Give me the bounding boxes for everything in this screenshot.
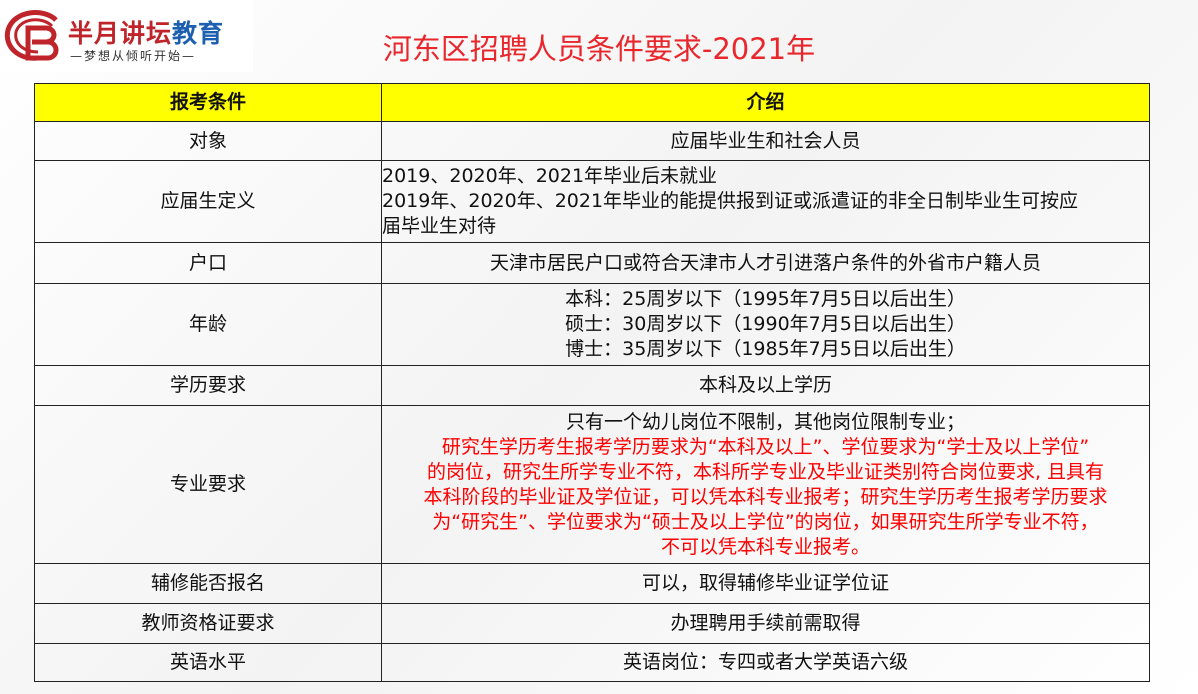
table-row: 学历要求 本科及以上学历 [34,365,1150,406]
logo-slogan: —梦想从倾听开始— [70,49,197,63]
description-cell: 本科：25周岁以下（1995年7月5日以后出生） 硕士：30周岁以下（1990年7… [381,283,1150,366]
description-cell: 2019、2020年、2021年毕业后未就业 2019年、2020年、2021年毕… [381,160,1150,243]
table-row: 户口 天津市居民户口或符合天津市人才引进落户条件的外省市户籍人员 [34,242,1150,284]
table-row: 教师资格证要求 办理聘用手续前需取得 [34,603,1150,644]
table-row: 专业要求 只有一个幼儿岗位不限制，其他岗位限制专业； 研究生学历考生报考学历要求为“… [34,405,1150,564]
header-description: 介绍 [381,83,1150,122]
condition-cell: 教师资格证要求 [34,603,382,644]
description-line: 可以，取得辅修毕业证学位证 [641,572,889,594]
table-row: 英语水平 英语岗位：专四或者大学英语六级 [34,643,1150,682]
highlighted-line: 本科阶段的毕业证及学位证，可以凭本科专业报考；研究生学历考生报考学历要求 [423,485,1108,508]
description-cell: 应届毕业生和社会人员 [381,121,1150,161]
description-line: 本科：25周岁以下（1995年7月5日以后出生） [565,288,966,310]
logo: 半月讲坛教育 —梦想从倾听开始— [0,0,253,72]
logo-name-blue: 教育 [172,19,225,48]
table-row: 应届生定义 2019、2020年、2021年毕业后未就业 2019年、2020年、2… [34,160,1150,243]
logo-name: 半月讲坛教育 [68,14,224,50]
table-row: 辅修能否报名 可以，取得辅修毕业证学位证 [34,563,1150,604]
description-cell: 办理聘用手续前需取得 [381,603,1150,644]
logo-name-red: 半月讲坛 [68,19,173,48]
condition-cell: 辅修能否报名 [34,563,382,604]
description-line: 届毕业生对待 [382,215,497,237]
description-cell: 可以，取得辅修毕业证学位证 [381,563,1150,604]
description-line: 本科及以上学历 [698,374,832,396]
logo-mark-icon [4,10,59,61]
condition-cell: 专业要求 [34,405,382,564]
table-row: 年龄 本科：25周岁以下（1995年7月5日以后出生） 硕士：30周岁以下（1990… [34,283,1150,366]
description-cell: 英语岗位：专四或者大学英语六级 [381,643,1150,682]
requirements-table: 报考条件 介绍 对象 应届毕业生和社会人员应届生定义 2019、2020年、2021… [34,83,1150,682]
description-cell: 天津市居民户口或符合天津市人才引进落户条件的外省市户籍人员 [381,242,1150,284]
highlighted-line: 不可以凭本科专业报考。 [660,535,870,558]
condition-cell: 户口 [34,242,382,284]
page-title: 河东区招聘人员条件要求-2021年 [382,32,816,66]
highlighted-line: 为“研究生”、学位要求为“硕士及以上学位”的岗位，如果研究生所学专业不符， [432,510,1099,533]
condition-cell: 应届生定义 [34,160,382,243]
table-header-row: 报考条件 介绍 [34,83,1150,122]
condition-cell: 学历要求 [34,365,382,406]
description-line: 2019年、2020年、2021年毕业的能提供报到证或派遣证的非全日制毕业生可按… [382,190,1079,212]
condition-cell: 对象 [34,121,382,161]
description-line: 应届毕业生和社会人员 [670,129,861,152]
description-line: 天津市居民户口或符合天津市人才引进落户条件的外省市户籍人员 [489,251,1041,274]
description-line: 只有一个幼儿岗位不限制，其他岗位限制专业； [565,410,965,433]
condition-cell: 英语水平 [34,643,382,682]
description-line: 办理聘用手续前需取得 [670,612,861,634]
table-row: 对象 应届毕业生和社会人员 [34,121,1150,161]
header-condition: 报考条件 [34,83,382,122]
description-line: 2019、2020年、2021年毕业后未就业 [382,165,718,187]
highlighted-line: 研究生学历考生报考学历要求为“本科及以上”、学位要求为“学士及以上学位” [441,435,1090,458]
description-line: 博士：35周岁以下（1985年7月5日以后出生） [565,338,966,360]
description-cell: 本科及以上学历 [381,365,1150,406]
condition-cell: 年龄 [34,283,382,366]
description-line: 英语岗位：专四或者大学英语六级 [622,651,908,673]
description-line: 硕士：30周岁以下（1990年7月5日以后出生） [565,313,966,335]
description-cell: 只有一个幼儿岗位不限制，其他岗位限制专业； 研究生学历考生报考学历要求为“本科及以… [381,405,1150,564]
highlighted-line: 的岗位，研究生所学专业不符，本科所学专业及毕业证类别符合岗位要求, 且具有 [426,460,1105,483]
